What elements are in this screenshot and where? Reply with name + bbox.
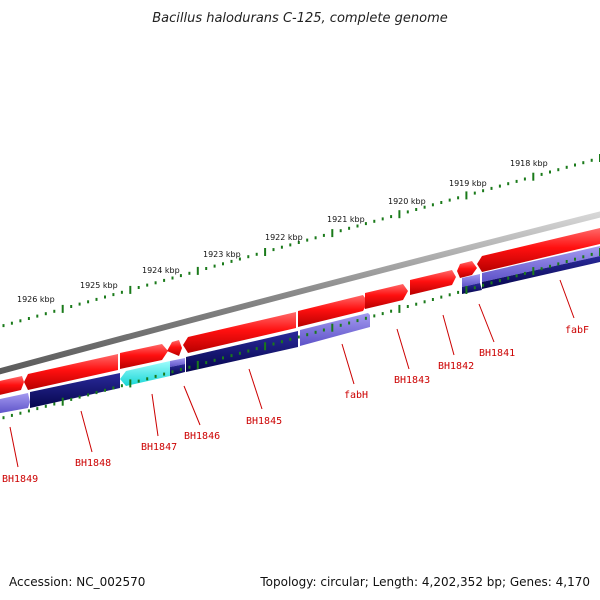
gene-bh1848-reverse[interactable]	[30, 373, 120, 408]
gene-label-fabh[interactable]: fabH	[344, 390, 368, 401]
leader-bh1843	[396, 328, 410, 370]
scale-label-1925: 1925 kbp	[80, 281, 118, 290]
gene-label-bh1843[interactable]: BH1843	[394, 375, 430, 386]
gene-label-bh1841[interactable]: BH1841	[479, 348, 515, 359]
accession-text: Accession: NC_002570	[9, 575, 145, 589]
gene-fabf-reverse-dark[interactable]	[482, 256, 600, 289]
gene-fabf-forward[interactable]	[477, 228, 600, 272]
gene-label-bh1845[interactable]: BH1845	[246, 416, 282, 427]
scale-label-1922: 1922 kbp	[265, 233, 303, 242]
gene-bh1846-forward[interactable]	[167, 340, 182, 356]
gene-fabf-reverse-light[interactable]	[482, 246, 600, 282]
gene-bh1842-forward[interactable]	[410, 270, 456, 295]
gene-bh1847-forward[interactable]	[120, 344, 168, 369]
leader-fabf	[559, 279, 575, 319]
genome-backbone	[0, 211, 600, 375]
gene-bh1843-forward[interactable]	[365, 284, 408, 309]
forward-strand	[0, 228, 600, 396]
scale-label-1921: 1921 kbp	[327, 215, 365, 224]
gene-bh1845-forward[interactable]	[183, 312, 296, 353]
map-title: Bacillus halodurans C-125, complete geno…	[152, 11, 448, 26]
gene-label-bh1842[interactable]: BH1842	[438, 361, 474, 372]
leader-bh1849	[9, 426, 19, 468]
gene-label-bh1847[interactable]: BH1847	[141, 442, 177, 453]
leader-bh1845	[248, 368, 263, 410]
scale-label-1926: 1926 kbp	[17, 295, 55, 304]
gene-fabh-forward[interactable]	[298, 295, 368, 327]
leader-fabh	[341, 343, 355, 385]
gene-bh1846-reverse-dark[interactable]	[170, 364, 185, 376]
reverse-strand	[0, 246, 600, 414]
gene-bh1849-reverse[interactable]	[0, 393, 30, 414]
label-leaders	[9, 279, 575, 468]
gene-bh1849-forward[interactable]	[0, 376, 24, 396]
gene-label-bh1846[interactable]: BH1846	[184, 431, 220, 442]
topology-text: Topology: circular; Length: 4,202,352 bp…	[259, 575, 590, 589]
gene-label-bh1849[interactable]: BH1849	[2, 474, 38, 485]
scale-label-1918: 1918 kbp	[510, 159, 548, 168]
gene-bh1841-reverse-light[interactable]	[462, 274, 480, 287]
gene-label-bh1848[interactable]: BH1848	[75, 458, 111, 469]
scale-label-1919: 1919 kbp	[449, 179, 487, 188]
leader-bh1841	[478, 303, 495, 343]
scale-label-1923: 1923 kbp	[203, 250, 241, 259]
gene-label-fabf[interactable]: fabF	[565, 325, 589, 336]
gene-fabh-reverse[interactable]	[300, 313, 370, 346]
scale-label-1920: 1920 kbp	[388, 197, 426, 206]
gene-bh1841-forward[interactable]	[457, 261, 477, 278]
gene-bh1848-forward[interactable]	[24, 354, 118, 390]
gene-bh1847-reverse[interactable]	[120, 361, 170, 386]
outer-scale-ticks	[2, 154, 600, 328]
leader-bh1846	[183, 385, 201, 426]
leader-bh1842	[442, 314, 455, 356]
leader-bh1847	[151, 393, 159, 437]
scale-label-1924: 1924 kbp	[142, 266, 180, 275]
leader-bh1848	[80, 410, 93, 453]
inner-scale-ticks	[2, 248, 600, 420]
